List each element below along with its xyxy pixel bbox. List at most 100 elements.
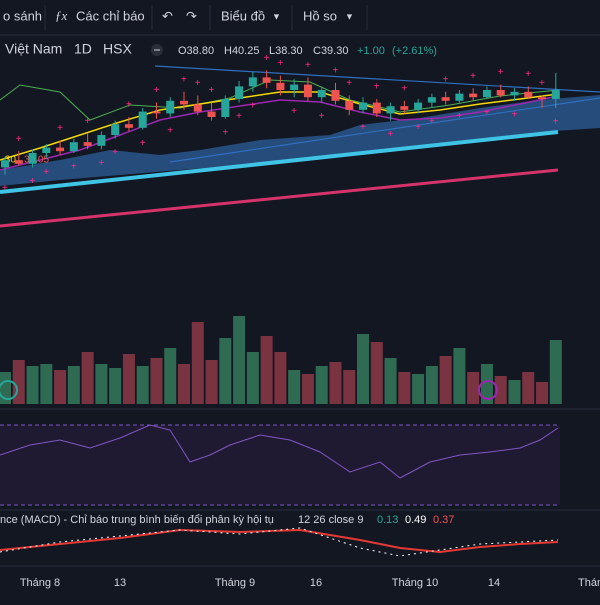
candle-body: [138, 111, 147, 128]
volume-bar: [549, 340, 562, 404]
candle-body: [345, 100, 354, 110]
sar-dot: +: [346, 78, 352, 89]
candle-body: [482, 90, 491, 98]
change: +1.00: [357, 45, 385, 57]
toolbar-bg: [0, 0, 600, 35]
sar-dot: +: [277, 58, 283, 69]
undo-button[interactable]: ↶: [162, 8, 173, 23]
ohlc-close: C39.30: [313, 45, 348, 57]
sar-dot: +: [16, 134, 22, 145]
sar-dot: +: [181, 74, 187, 85]
candle-body: [359, 102, 368, 110]
candle-body: [331, 90, 340, 101]
candle-body: [1, 160, 9, 168]
sar-dot: +: [2, 183, 8, 194]
macd-value: 0.49: [405, 514, 426, 526]
candle-body: [152, 111, 161, 114]
x-axis: Tháng 8 13 Tháng 9 16 Tháng 10 14 Thán: [20, 577, 600, 589]
candle-body: [28, 153, 37, 164]
candle-body: [427, 97, 436, 103]
sar-dot: +: [429, 117, 435, 128]
sar-dot: +: [264, 53, 270, 64]
volume-bar: [453, 348, 466, 404]
ohlc-low: L38.30: [269, 45, 303, 57]
compare-button[interactable]: o sánh: [3, 8, 42, 23]
candle-body: [303, 84, 312, 98]
x-tick-label: 14: [488, 577, 500, 589]
candle-body: [386, 106, 395, 114]
sar-dot: +: [332, 65, 338, 76]
candle-body: [69, 142, 78, 152]
volume-bar: [26, 366, 39, 404]
fx-icon: ƒx: [55, 8, 68, 23]
parabolic-sar: + + + + + + + + + + + + + + + + + + + + + + + + + + + + + + + + + + + + + + + +…: [2, 53, 559, 194]
candle-body: [510, 91, 519, 96]
volume-bar: [67, 366, 80, 404]
candle-body: [441, 97, 450, 101]
overlays: .30 37.05: [0, 65, 600, 228]
sar-dot: +: [456, 111, 462, 122]
profile-menu[interactable]: Hồ so: [303, 8, 337, 23]
volume-bar: [233, 316, 246, 404]
volume-bar: [191, 322, 204, 404]
event-marker[interactable]: [0, 380, 18, 400]
ohlc-high: H40.25: [224, 45, 259, 57]
trendline: [154, 65, 600, 93]
volume-bar: [122, 354, 135, 404]
sar-dot: +: [553, 117, 559, 128]
macd-signal-line: [0, 528, 559, 554]
volume-bar: [439, 356, 452, 404]
volume-bar: [0, 372, 11, 404]
candle-body: [207, 111, 216, 117]
volume-bar: [467, 372, 480, 404]
sar-dot: +: [305, 60, 311, 71]
chart-menu[interactable]: Biểu đồ: [221, 8, 265, 23]
sar-dot: +: [98, 158, 104, 169]
volume-bar: [274, 352, 287, 404]
exchange: HSX: [103, 41, 132, 57]
volume-bar: [412, 374, 425, 404]
candle-body: [538, 97, 547, 99]
toolbar: o sánh ƒx Các chỉ báo ↶ ↷ Biểu đồ ▼ Hồ s…: [0, 0, 600, 36]
volume-bar: [54, 370, 67, 404]
volume-bar: [343, 370, 356, 404]
candle-body: [166, 100, 175, 114]
sar-dot: +: [374, 82, 380, 93]
volume-bar: [508, 380, 521, 404]
volume-bar: [40, 364, 53, 404]
macd-signal: 0.37: [433, 514, 454, 526]
sar-dot: +: [250, 100, 256, 111]
candles: [1, 70, 560, 175]
x-tick-label: 13: [114, 577, 126, 589]
event-marker[interactable]: [478, 380, 498, 400]
macd-line: [0, 527, 559, 557]
candle-body: [414, 102, 423, 110]
candle-body: [111, 124, 120, 135]
candle-body: [469, 93, 478, 98]
sar-dot: +: [222, 127, 228, 138]
candle-body: [400, 106, 409, 110]
candle-body: [42, 147, 51, 153]
redo-button[interactable]: ↷: [186, 8, 197, 23]
x-tick-label: 16: [310, 577, 322, 589]
macd-title: nce (MACD) - Chỉ báo trung bình biến đổi…: [0, 514, 274, 526]
volume: [0, 316, 562, 404]
volume-bar: [81, 352, 94, 404]
sar-dot: +: [470, 71, 476, 82]
sar-dot: +: [388, 129, 394, 140]
candle-body: [235, 86, 244, 99]
x-tick-label: Tháng 9: [215, 577, 255, 589]
sar-dot: +: [57, 123, 63, 134]
sar-dot: +: [126, 100, 132, 111]
indicators-button[interactable]: Các chỉ báo: [76, 8, 145, 23]
sar-dot: +: [30, 176, 36, 187]
volume-bar: [357, 334, 370, 404]
sar-dot: +: [498, 67, 504, 78]
sar-dot: +: [167, 126, 173, 137]
volume-bar: [370, 342, 383, 404]
candle-body: [14, 160, 23, 164]
candle-body: [180, 100, 189, 105]
ohlc-open: O38.80: [178, 45, 214, 57]
ma-label: 37.05: [24, 155, 49, 166]
ma-200: [0, 168, 559, 228]
